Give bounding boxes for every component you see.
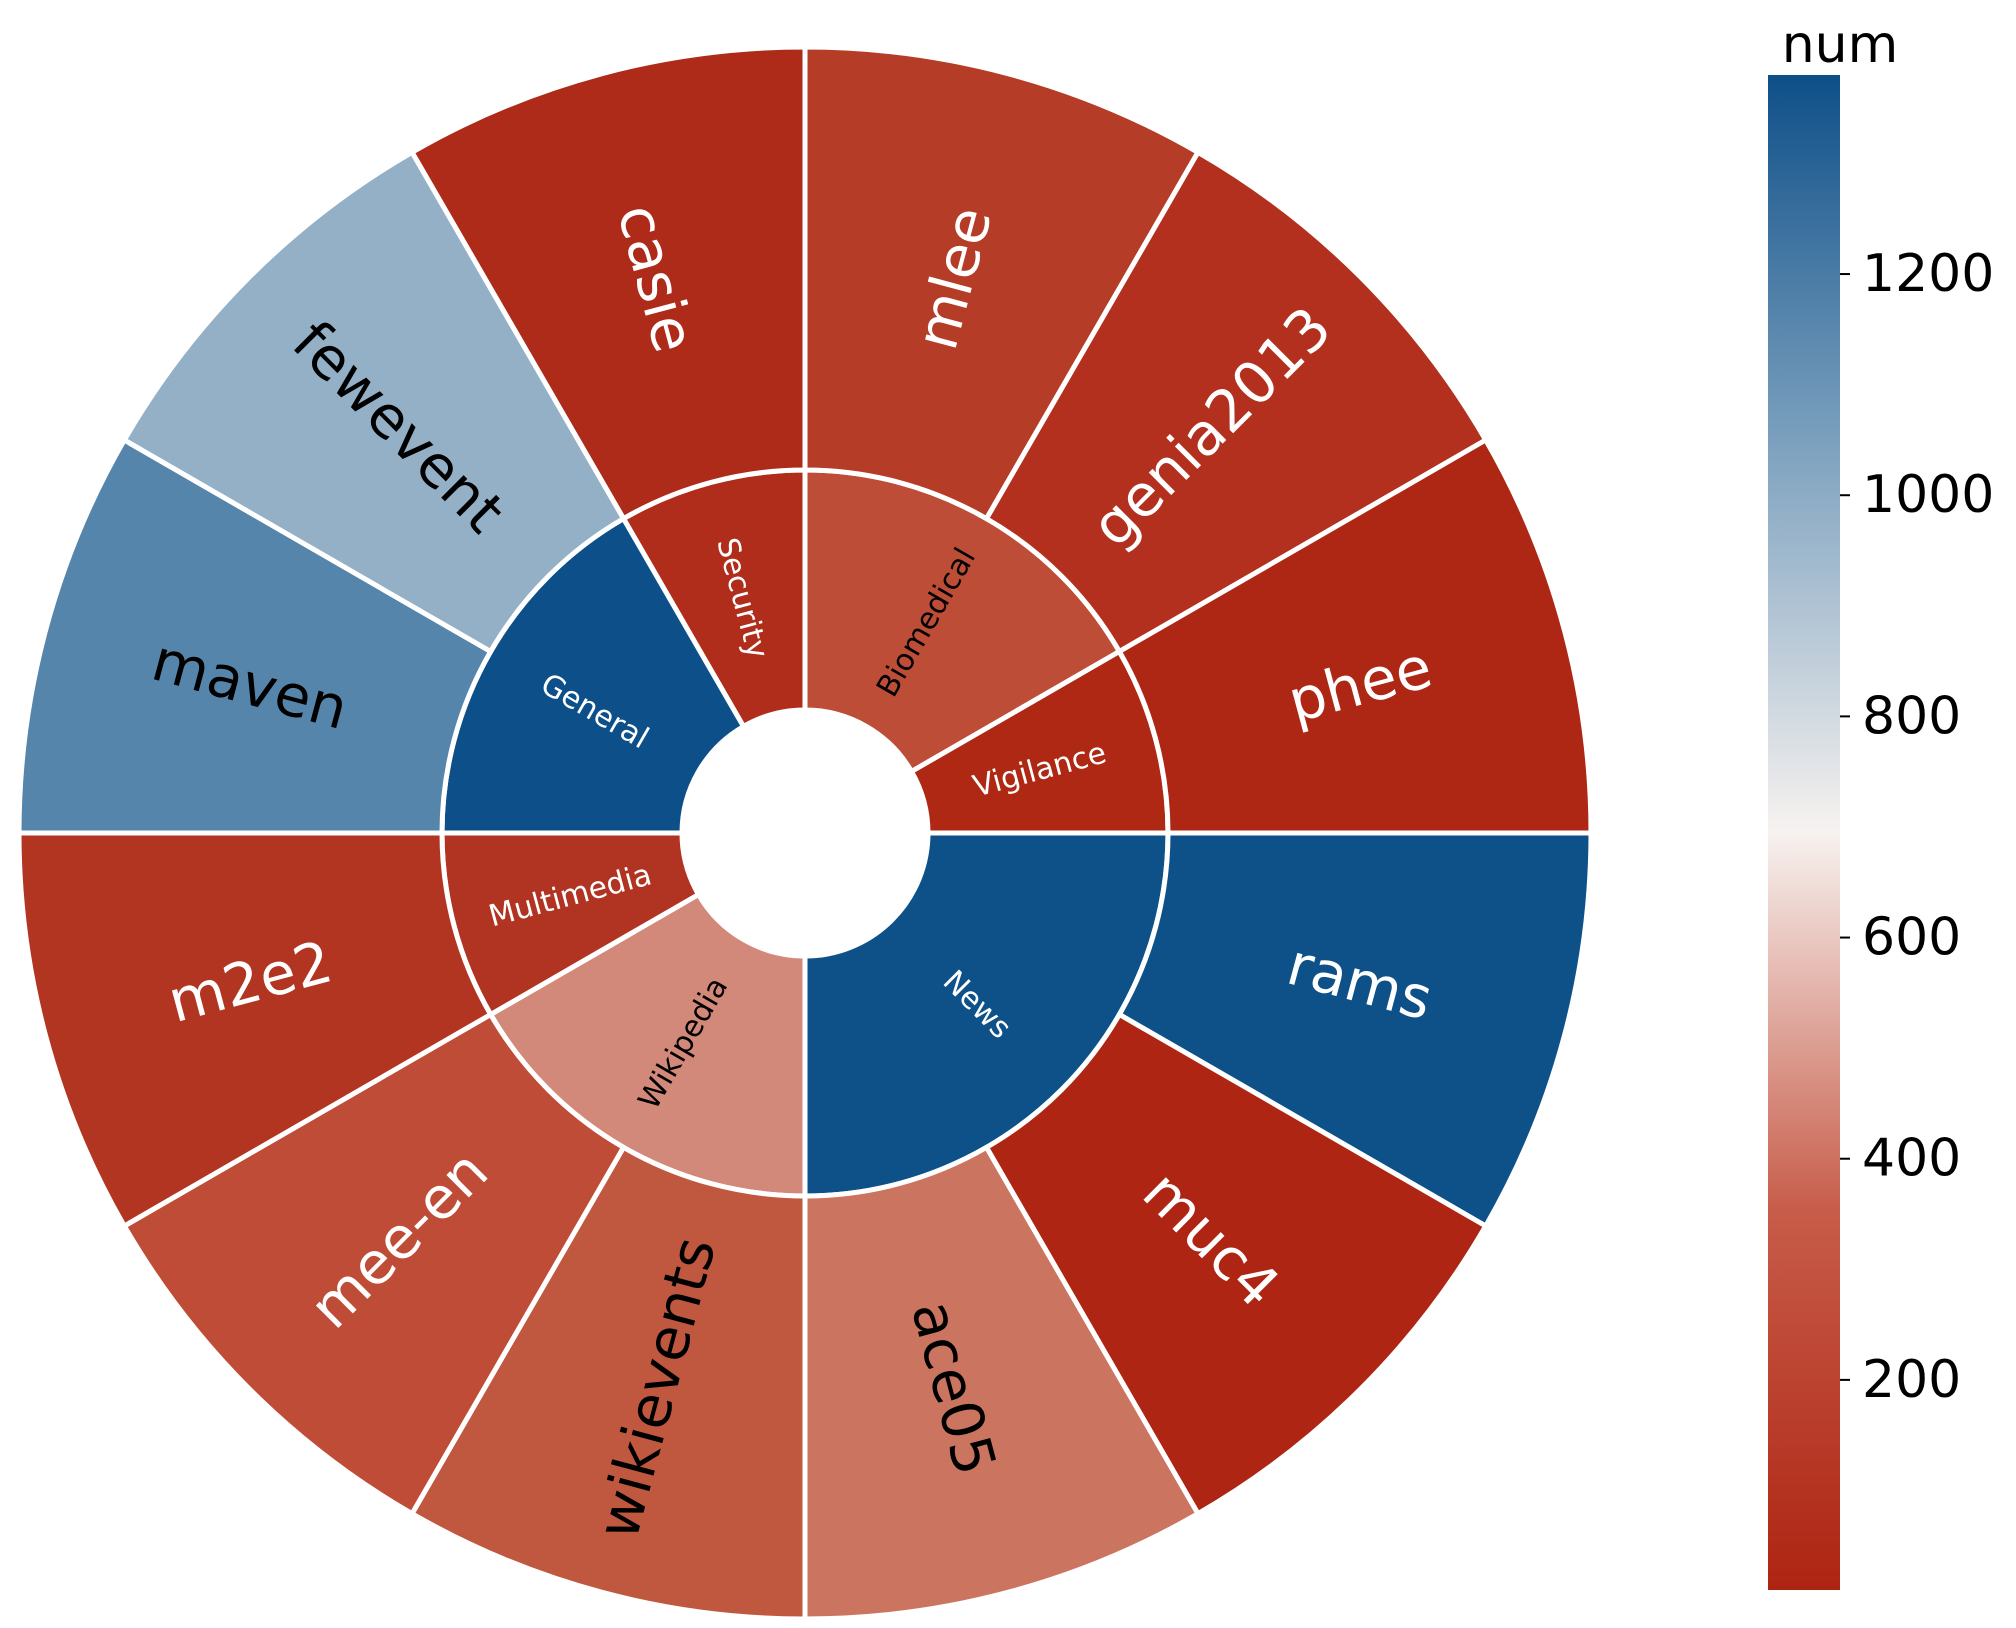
dataset-segment-mlee bbox=[802, 44, 1202, 523]
colorbar-tick-label-400: 400 bbox=[1862, 1129, 1961, 1189]
colorbar-tick-label-800: 800 bbox=[1862, 686, 1961, 746]
colorbar-title: num bbox=[1782, 15, 1899, 75]
dataset-segment-wikievents bbox=[408, 1143, 808, 1622]
colorbar-tick-label-1200: 1200 bbox=[1862, 244, 1994, 304]
colorbar-ticks: 200 400 600 800 1000 1200 bbox=[1840, 244, 1994, 1410]
colorbar-gradient-bar bbox=[1768, 75, 1840, 1590]
sunburst-plot: Security BiomedicalVigilanceNewsWikipedia… bbox=[16, 44, 1594, 1622]
dataset-segment-rams bbox=[1115, 830, 1594, 1230]
dataset-segment-ace05 bbox=[802, 1143, 1202, 1622]
dataset-segment-maven bbox=[16, 436, 495, 836]
colorbar: num 200 400 600 800 1000 1200 bbox=[1768, 15, 1994, 1590]
dataset-segment-m2e2 bbox=[16, 830, 495, 1230]
dataset-segment-mee-en bbox=[120, 1011, 627, 1518]
dataset-segment-muc4 bbox=[983, 1011, 1490, 1518]
dataset-segment-genia2013 bbox=[983, 148, 1490, 655]
dataset-segment-fewevent bbox=[120, 148, 627, 655]
colorbar-tick-label-200: 200 bbox=[1862, 1350, 1961, 1410]
dataset-segment-phee bbox=[1115, 436, 1594, 836]
colorbar-tick-label-1000: 1000 bbox=[1862, 465, 1994, 525]
colorbar-tick-label-600: 600 bbox=[1862, 908, 1961, 968]
dataset-segment-casie bbox=[408, 44, 808, 523]
